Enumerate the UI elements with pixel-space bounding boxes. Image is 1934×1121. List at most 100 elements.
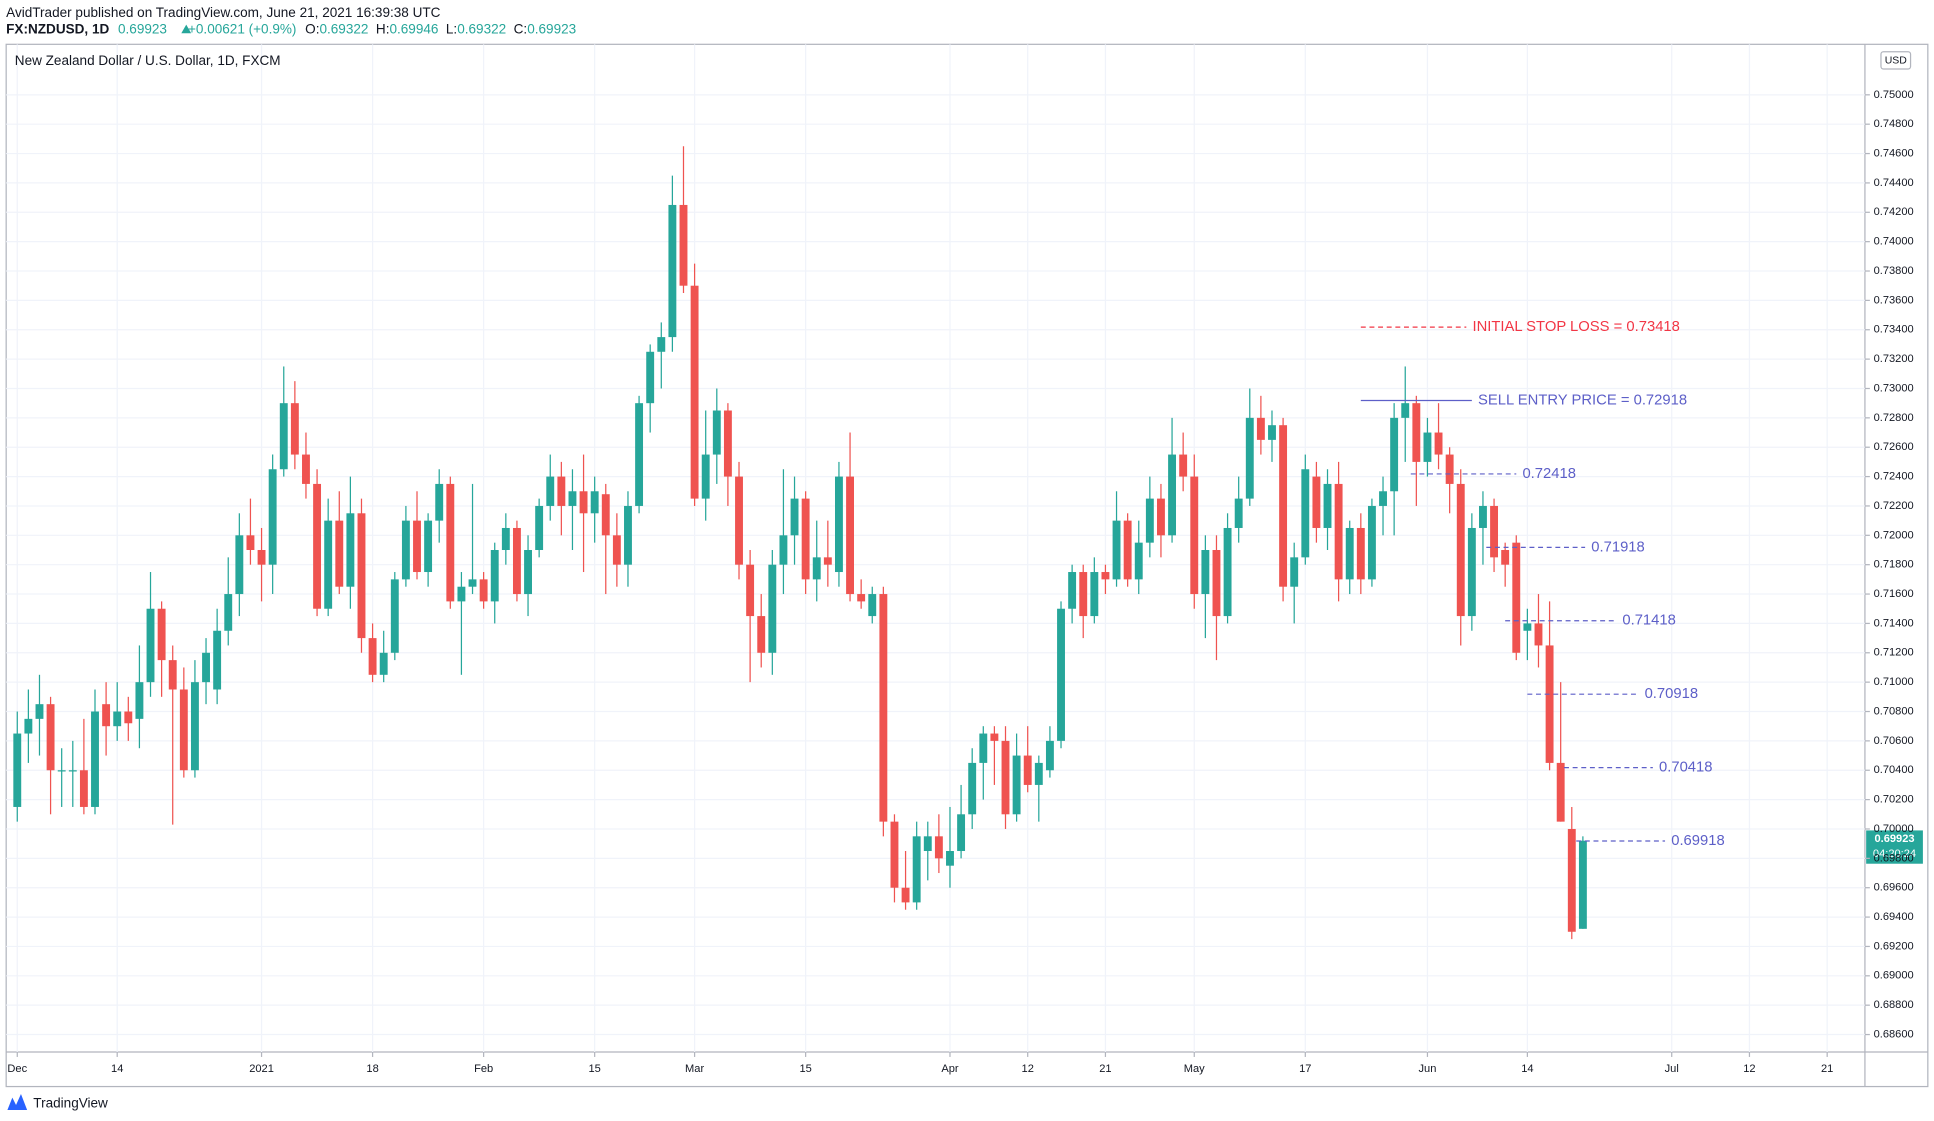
candle-body (1467, 527, 1476, 617)
candle-body (379, 652, 388, 675)
candle-body (290, 403, 299, 455)
y-tick-label: 0.71600 (1874, 588, 1914, 600)
candle-body (490, 550, 499, 602)
y-tick-label: 0.73200 (1874, 353, 1914, 365)
candle-body (1545, 645, 1554, 763)
y-tick-label: 0.71200 (1874, 647, 1914, 659)
annotation-label: 0.72418 (1522, 466, 1576, 482)
candle-body (624, 505, 632, 565)
candle-body (590, 491, 599, 514)
candle-body (1112, 520, 1121, 580)
candle-body (779, 535, 788, 565)
candle-body (46, 704, 55, 771)
symbol: FX:NZDUSD, 1D (6, 21, 109, 36)
candle-body (901, 887, 910, 903)
candle-body (723, 410, 732, 477)
overlay: INITIAL STOP LOSS = 0.73418 SELL ENTRY PR… (1360, 319, 1923, 864)
candle-body (812, 557, 821, 580)
candle-body (857, 594, 866, 602)
low-label: L: (446, 21, 457, 36)
candle-body (1323, 483, 1332, 528)
candle-body (934, 836, 943, 859)
x-tick-label: 2021 (249, 1063, 274, 1075)
candle-body (968, 762, 977, 815)
y-tick-label: 0.70600 (1874, 735, 1914, 747)
candle-body (146, 608, 155, 683)
candle-body (335, 520, 344, 587)
tradingview-logo: TradingView (7, 1093, 108, 1110)
candles (13, 146, 1587, 940)
y-tick-label: 0.71800 (1874, 559, 1914, 571)
currency-box (1880, 51, 1912, 70)
y-tick-label: 0.73600 (1874, 294, 1914, 306)
y-tick-label: 0.69000 (1874, 970, 1914, 982)
candle-body (1201, 550, 1210, 595)
low-value: 0.69322 (457, 21, 506, 36)
candle-body (1001, 740, 1010, 815)
candle-body (246, 535, 255, 551)
annotation-label: 0.70418 (1659, 760, 1713, 776)
candle-body (1379, 491, 1387, 506)
candle-body (1523, 623, 1532, 631)
candle-body (202, 652, 210, 683)
candle-body (890, 821, 899, 888)
candle-body (1057, 608, 1065, 741)
candle-body (1179, 454, 1188, 477)
annotation-label: 0.70918 (1645, 686, 1699, 702)
candle-body (635, 403, 644, 506)
y-tick-label: 0.72600 (1874, 441, 1914, 453)
annotation-label: 0.69918 (1671, 833, 1725, 849)
candle-body (1290, 557, 1299, 587)
high-value: 0.69946 (389, 21, 438, 36)
candle-body (357, 513, 366, 639)
x-tick-label: 14 (1521, 1063, 1533, 1075)
x-tick-label: Feb (474, 1063, 493, 1075)
candle-body (35, 704, 44, 719)
candle-body (368, 638, 377, 675)
candle-body (1223, 527, 1232, 617)
candle-body (579, 491, 588, 514)
candle-body (790, 498, 799, 536)
x-tick-label: May (1184, 1063, 1205, 1075)
symbol-line: FX:NZDUSD, 1D 0.69923 +0.00621 (+0.9%) O… (6, 21, 576, 36)
currency: USD (1885, 56, 1908, 67)
y-tick-label: 0.69800 (1874, 852, 1914, 864)
candle-body (746, 564, 755, 617)
candle-body (1012, 755, 1021, 815)
candle-body (1456, 483, 1465, 617)
annotation-label: SELL ENTRY PRICE = 0.72918 (1478, 392, 1687, 408)
candle-body (268, 469, 277, 565)
candle-body (1401, 403, 1410, 418)
candle-body (113, 711, 122, 727)
candle-body (1145, 498, 1154, 543)
candle-body (68, 770, 77, 772)
y-tick-label: 0.74200 (1874, 206, 1914, 218)
y-tick-label: 0.73400 (1874, 324, 1914, 336)
candle-body (1567, 828, 1576, 932)
candle-body (1090, 572, 1099, 617)
candle-body (390, 579, 399, 653)
y-tick-label: 0.74400 (1874, 177, 1914, 189)
candle-body (1479, 505, 1487, 528)
candle-body (1023, 755, 1032, 785)
candle-body (213, 630, 222, 690)
x-tick-label: 12 (1022, 1063, 1034, 1075)
x-tick-label: Jun (1418, 1063, 1436, 1075)
candle-body (568, 491, 577, 506)
high-label: H: (376, 21, 390, 36)
candle-body (57, 770, 66, 772)
candle-body (124, 711, 133, 724)
up-arrow (181, 24, 192, 34)
candle-body (1168, 454, 1177, 536)
x-tick-label: 14 (111, 1063, 123, 1075)
candle-body (990, 733, 999, 741)
candle-body (468, 579, 477, 587)
candle-body (1234, 498, 1243, 528)
y-tick-label: 0.70200 (1874, 794, 1914, 806)
candle-body (735, 476, 743, 565)
candle-body (91, 711, 99, 807)
countdown-label: 04:20:24 (1873, 848, 1916, 860)
x-tick-label: 17 (1299, 1063, 1311, 1075)
